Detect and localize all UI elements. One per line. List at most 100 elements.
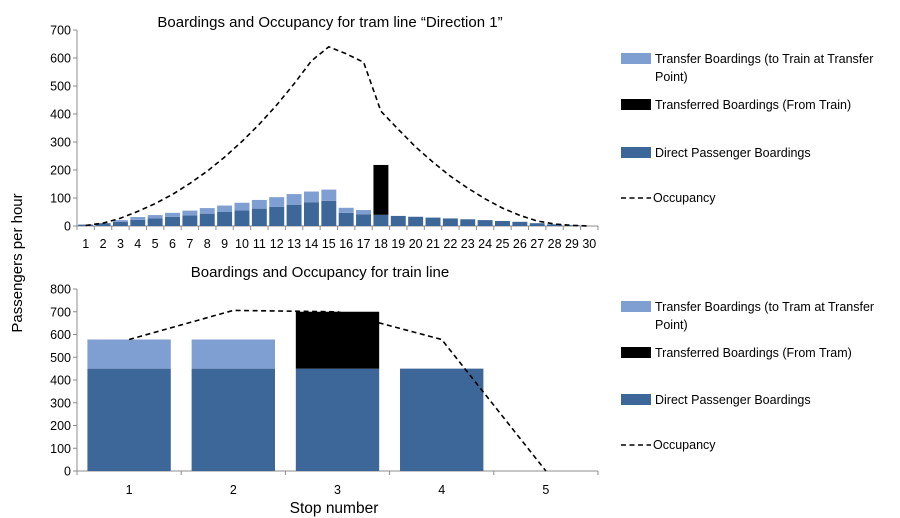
train-y-tick-label: 100	[50, 442, 71, 456]
tram-legend-transfer-label: Transfer Boardings (to Train at Transfer…	[655, 52, 873, 84]
tram-x-tick-label: 1	[82, 237, 89, 251]
tram-x-tick-label: 9	[221, 237, 228, 251]
tram-x-tick-label: 23	[461, 237, 475, 251]
tram-bar-transfer	[303, 191, 319, 203]
tram-x-tick-label: 13	[287, 237, 301, 251]
train-legend-occupancy-label: Occupancy	[653, 438, 716, 452]
tram-occupancy-line	[85, 45, 590, 227]
train-bar-direct	[87, 368, 171, 471]
tram-bar-direct	[373, 214, 389, 226]
train-occupancy-line	[128, 309, 547, 472]
tram-x-tick-label: 3	[117, 237, 124, 251]
tram-bar-transfer	[112, 220, 128, 222]
tram-bar-transfer	[286, 194, 302, 205]
tram-legend-swatch-direct	[621, 147, 651, 158]
tram-bar-transfer	[165, 212, 180, 217]
tram-x-tick-label: 27	[530, 237, 544, 251]
tram-bar-direct	[512, 221, 528, 226]
tram-chart-title: Boardings and Occupancy for tram line “D…	[157, 14, 502, 31]
tram-bar-direct	[425, 217, 441, 226]
tram-y-tick-label: 600	[50, 52, 71, 66]
tram-x-tick-label: 5	[152, 237, 159, 251]
tram-bar-transfer	[199, 208, 215, 214]
tram-bar-direct	[564, 225, 580, 226]
train-chart-title: Boardings and Occupancy for train line	[191, 264, 449, 281]
tram-x-tick-label: 10	[235, 237, 249, 251]
tram-y-tick-label: 300	[50, 136, 71, 150]
tram-bar-direct	[495, 220, 510, 226]
train-bar-direct	[295, 368, 380, 471]
train-x-tick-label: 2	[230, 483, 237, 497]
tram-x-tick-label: 21	[426, 237, 440, 251]
tram-line-chart: Boardings and Occupancy for tram line “D…	[50, 14, 873, 251]
tram-bar-transfer	[321, 189, 337, 201]
tram-bar-transfer	[251, 199, 267, 209]
train-y-tick-label: 300	[50, 396, 71, 410]
tram-x-tick-label: 12	[270, 237, 284, 251]
tram-bar-direct	[303, 202, 319, 226]
tram-legend-swatch-transfer	[621, 53, 651, 64]
tram-x-tick-label: 24	[478, 237, 492, 251]
tram-bar-direct	[442, 218, 458, 226]
tram-bar-transfer	[182, 210, 198, 216]
tram-bar-transfer	[269, 197, 285, 207]
tram-x-tick-label: 25	[496, 237, 510, 251]
tram-bar-transfer	[217, 205, 233, 212]
tram-x-tick-label: 29	[565, 237, 579, 251]
train-y-tick-label: 700	[50, 305, 71, 319]
train-legend-swatch-transferred	[621, 347, 651, 358]
tram-bar-transferred	[373, 164, 389, 215]
train-bar-transfer	[87, 339, 171, 369]
tram-legend-occupancy-label: Occupancy	[653, 191, 716, 205]
tram-y-tick-label: 700	[50, 24, 71, 38]
tram-bar-direct	[78, 224, 94, 226]
tram-bar-direct	[217, 212, 233, 226]
train-bar-direct	[191, 368, 275, 471]
tram-bar-direct	[130, 219, 146, 226]
tram-x-tick-label: 8	[204, 237, 211, 251]
tram-x-tick-label: 14	[304, 237, 318, 251]
tram-bar-direct	[286, 204, 302, 226]
tram-legend-direct-label: Direct Passenger Boardings	[655, 146, 811, 160]
train-bar-direct	[400, 368, 484, 471]
tram-x-tick-label: 22	[443, 237, 457, 251]
tram-bar-transfer	[356, 210, 372, 215]
train-legend: Transfer Boardings (to Tram at Transfer P…	[621, 300, 874, 452]
tram-bar-direct	[321, 200, 337, 226]
tram-x-tick-label: 4	[134, 237, 141, 251]
tram-x-tick-label: 11	[253, 237, 266, 251]
tram-bar-transfer	[338, 207, 354, 213]
tram-legend-transferred-label: Transferred Boardings (From Train)	[655, 98, 851, 112]
train-legend-transferred-label: Transferred Boardings (From Tram)	[655, 346, 852, 360]
tram-bar-direct	[182, 215, 198, 226]
train-y-tick-label: 200	[50, 419, 71, 433]
train-y-tick-label: 500	[50, 351, 71, 365]
train-y-tick-label: 800	[50, 283, 71, 297]
tram-x-tick-label: 20	[409, 237, 423, 251]
tram-x-tick-label: 28	[548, 237, 562, 251]
train-x-tick-label: 1	[126, 483, 133, 497]
train-y-tick-label: 600	[50, 328, 71, 342]
tram-bar-direct	[165, 216, 180, 226]
train-y-tick-label: 400	[50, 374, 71, 388]
tram-bar-direct	[408, 216, 424, 226]
tram-x-tick-label: 30	[582, 237, 596, 251]
tram-legend: Transfer Boardings (to Train at Transfer…	[621, 52, 873, 205]
tram-bar-transfer	[130, 217, 146, 220]
tram-bar-direct	[269, 206, 285, 226]
tram-bar-direct	[234, 210, 250, 226]
train-x-tick-label: 4	[438, 483, 445, 497]
train-bar-transfer	[191, 339, 275, 369]
tram-x-tick-label: 7	[186, 237, 193, 251]
tram-bar-direct	[477, 220, 493, 226]
tram-y-tick-label: 100	[50, 192, 71, 206]
tram-legend-swatch-transferred	[621, 99, 651, 110]
tram-x-tick-label: 19	[391, 237, 405, 251]
train-legend-swatch-transfer	[621, 301, 651, 312]
tram-x-tick-label: 18	[374, 237, 388, 251]
train-x-tick-label: 5	[542, 483, 549, 497]
tram-x-tick-label: 2	[100, 237, 107, 251]
tram-bar-direct	[356, 214, 372, 226]
tram-y-tick-label: 0	[64, 220, 71, 234]
